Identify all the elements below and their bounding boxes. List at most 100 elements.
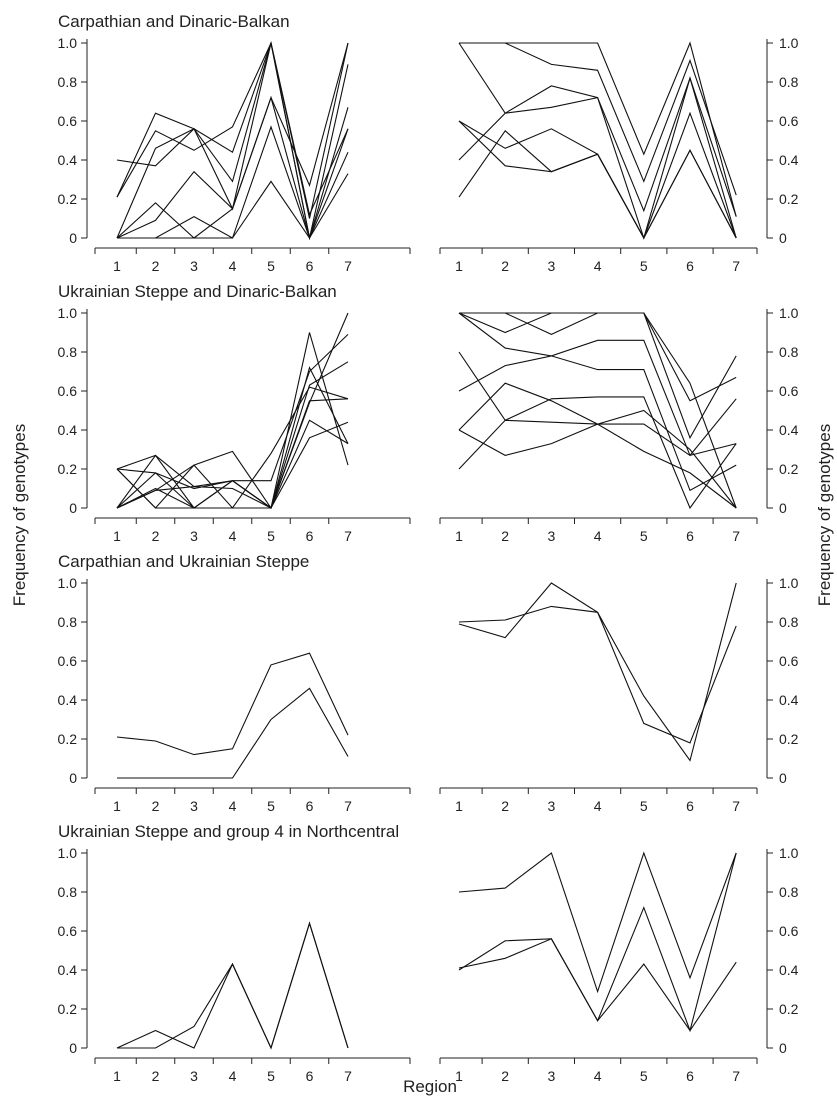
y-tick-label: 0.8 <box>779 344 799 360</box>
x-tick-label: 4 <box>594 528 602 544</box>
panel-title: Carpathian and Ukrainian Steppe <box>58 552 309 571</box>
x-tick-label: 2 <box>501 258 509 274</box>
series-line-6 <box>458 120 737 240</box>
y-tick-label: 0.4 <box>58 962 78 978</box>
panel-title: Carpathian and Dinaric-Balkan <box>58 12 290 31</box>
series-line-6 <box>458 355 737 492</box>
y-tick-label: 0.6 <box>58 923 78 939</box>
y-tick-label: 0.4 <box>779 962 799 978</box>
y-tick-label: 0.8 <box>58 344 78 360</box>
y-tick-label: 1.0 <box>779 35 799 51</box>
y-tick-label: 1.0 <box>58 575 78 591</box>
x-axis-title: Region <box>403 1077 457 1096</box>
y-tick-label: 0.2 <box>58 1001 78 1017</box>
y-tick-label: 0.8 <box>58 614 78 630</box>
series-line-8 <box>117 173 349 240</box>
x-tick-label: 1 <box>113 528 121 544</box>
panels-layer: Carpathian and Dinaric-Balkan 1 2 3 4 5 6 7 0 0.2… <box>58 12 799 1084</box>
x-tick-label: 6 <box>686 798 694 814</box>
x-tick-label: 1 <box>113 798 121 814</box>
x-tick-label: 3 <box>548 798 556 814</box>
x-tick-label: 4 <box>229 1068 237 1084</box>
series-line-2 <box>459 42 737 196</box>
subplot-right: 1 2 3 4 5 6 7 0 0.2 0.4 0.6 0.8 1.0 <box>439 305 799 544</box>
panel-row-4: Ukrainian Steppe and group 4 in Northcen… <box>58 822 799 1084</box>
x-tick-label: 5 <box>267 798 275 814</box>
series-line-7 <box>458 129 737 240</box>
x-tick-label: 5 <box>267 258 275 274</box>
x-tick-label: 3 <box>190 1068 198 1084</box>
y-tick-label: 1.0 <box>779 305 799 321</box>
series-line-4 <box>116 312 349 509</box>
y-tick-label: 0.2 <box>58 731 78 747</box>
series-line-9 <box>116 398 349 509</box>
x-tick-label: 1 <box>113 258 121 274</box>
x-tick-label: 4 <box>594 1068 602 1084</box>
x-tick-label: 3 <box>190 528 198 544</box>
subplot-right: 1 2 3 4 5 6 7 0 0.2 0.4 0.6 0.8 1.0 <box>439 845 799 1084</box>
y-tick-label: 0 <box>779 500 787 516</box>
panel-row-1: Carpathian and Dinaric-Balkan 1 2 3 4 5 6 7 0 0.2… <box>58 12 799 274</box>
x-tick-label: 4 <box>229 258 237 274</box>
x-tick-label: 3 <box>548 1068 556 1084</box>
y-tick-label: 0.8 <box>779 884 799 900</box>
series-line-7 <box>458 423 737 509</box>
x-tick-label: 3 <box>548 258 556 274</box>
x-tick-label: 4 <box>229 528 237 544</box>
y-tick-label: 0.4 <box>779 422 799 438</box>
x-tick-label: 1 <box>455 528 463 544</box>
y-tick-label: 1.0 <box>779 845 799 861</box>
series-line-2 <box>458 852 737 1033</box>
y-tick-label: 0.8 <box>58 884 78 900</box>
x-tick-label: 1 <box>455 798 463 814</box>
x-tick-label: 5 <box>640 258 648 274</box>
y-tick-label: 0 <box>69 230 77 246</box>
y-tick-label: 1.0 <box>58 305 78 321</box>
y-tick-label: 0.2 <box>58 191 78 207</box>
y-tick-label: 0.4 <box>779 152 799 168</box>
x-tick-label: 7 <box>732 528 740 544</box>
series-line-7 <box>116 419 349 509</box>
y-tick-label: 0 <box>779 230 787 246</box>
y-tick-label: 0.6 <box>779 653 799 669</box>
x-tick-label: 7 <box>732 1068 740 1084</box>
series-line-5 <box>116 421 349 509</box>
x-tick-label: 2 <box>501 798 509 814</box>
x-tick-label: 5 <box>640 798 648 814</box>
series-line-1 <box>458 851 737 994</box>
x-tick-label: 5 <box>267 528 275 544</box>
y-tick-label: 0.6 <box>58 113 78 129</box>
series-line-2 <box>458 605 737 744</box>
y-axis-title-right: Frequency of genotypes <box>815 424 834 606</box>
x-tick-label: 1 <box>455 258 463 274</box>
x-tick-label: 6 <box>686 1068 694 1084</box>
x-tick-label: 2 <box>152 798 160 814</box>
y-tick-label: 0.6 <box>58 653 78 669</box>
x-tick-label: 3 <box>190 798 198 814</box>
x-tick-label: 6 <box>686 528 694 544</box>
x-tick-label: 3 <box>548 528 556 544</box>
y-tick-label: 1.0 <box>58 35 78 51</box>
series-line-4 <box>458 312 737 457</box>
y-tick-label: 0.4 <box>58 422 78 438</box>
subplot-right: 1 2 3 4 5 6 7 0 0.2 0.4 0.6 0.8 1.0 <box>439 35 799 274</box>
y-tick-label: 0 <box>779 1040 787 1056</box>
y-tick-label: 0.6 <box>779 923 799 939</box>
subplot-left: 1 2 3 4 5 6 7 0 0.2 0.4 0.6 0.8 1.0 <box>58 575 411 814</box>
x-tick-label: 6 <box>306 1068 314 1084</box>
series-line-9 <box>458 382 737 509</box>
y-tick-label: 0 <box>69 770 77 786</box>
series-line-8 <box>458 398 737 470</box>
series-line-5 <box>458 76 737 240</box>
x-tick-label: 6 <box>306 258 314 274</box>
y-tick-label: 0.4 <box>58 692 78 708</box>
x-tick-label: 7 <box>344 258 352 274</box>
x-tick-label: 6 <box>306 798 314 814</box>
series-line-3 <box>458 42 737 217</box>
x-tick-label: 6 <box>306 528 314 544</box>
x-tick-label: 7 <box>344 798 352 814</box>
y-tick-label: 0.4 <box>58 152 78 168</box>
x-tick-label: 7 <box>732 258 740 274</box>
y-tick-label: 0.2 <box>779 461 799 477</box>
x-tick-label: 2 <box>152 528 160 544</box>
